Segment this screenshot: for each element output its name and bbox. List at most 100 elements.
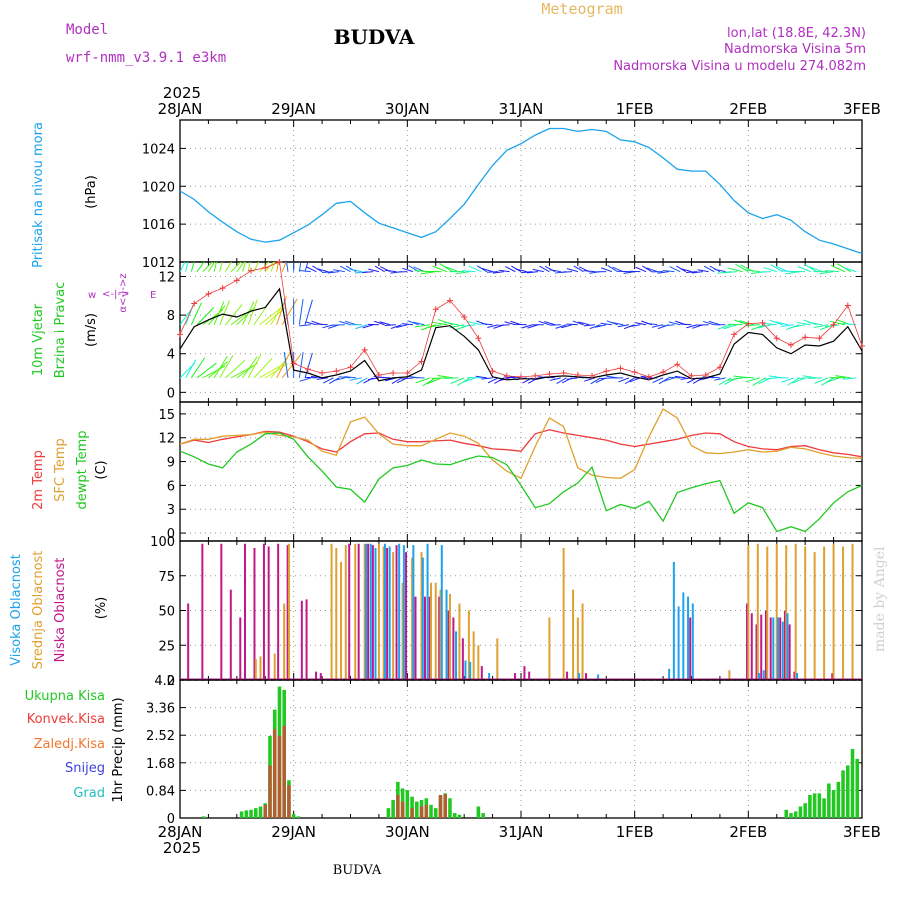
altitude-label: Nadmorska Visina 5m (724, 42, 866, 57)
day-label-bottom: 31JAN (499, 823, 544, 841)
day-label-top: 31JAN (499, 100, 544, 118)
precip-ytick-label: 3.36 (146, 702, 175, 717)
precip-total-bar (448, 798, 452, 818)
precip-conv-bar (263, 805, 267, 818)
wind-arrow (601, 323, 612, 325)
wind-arrow (385, 325, 396, 326)
temp-ytick-label: 9 (167, 456, 175, 471)
pressure-ytick-label: 1024 (142, 142, 175, 157)
credit-label: made by Angel (872, 546, 888, 652)
precip-legend-total: Ukupna Kisa (25, 689, 105, 704)
precip-total-bar (453, 813, 457, 818)
cloud-ytick-label: 75 (158, 570, 175, 585)
wind-compass-e: E (150, 290, 156, 301)
wind-arrow (423, 378, 436, 386)
wind-ytick-label: 4 (167, 348, 175, 363)
wind-ytick-label: 0 (167, 386, 175, 401)
temp-ytick-label: 15 (158, 408, 175, 423)
cloud-ytick-label: 50 (158, 605, 175, 620)
wind-gust-marker (191, 301, 197, 307)
precip-ytick-label: 2.52 (146, 729, 175, 744)
precip-total-bar (406, 790, 410, 818)
wind-gust-marker (802, 334, 808, 340)
temp-label-sfc: SFC Temp (53, 438, 68, 502)
wind-arrow (396, 272, 407, 273)
day-label-top: 28JAN (158, 100, 203, 118)
precip-total-bar (202, 816, 206, 818)
wind-arrow (317, 269, 328, 272)
wind-compass-arrow: <-|-> (102, 289, 129, 300)
precip-total-bar (789, 813, 793, 818)
wind-gust-marker (546, 371, 552, 377)
wind-arrow (440, 264, 453, 272)
wind-arrow (299, 271, 311, 272)
wind-arrow (714, 378, 725, 380)
wind-arrow (402, 324, 413, 325)
precip-total-bar (254, 808, 258, 818)
temp-label-dew: dewpt Temp (75, 430, 90, 509)
day-label-bottom: 2FEB (729, 823, 767, 841)
wind-arrow (601, 378, 612, 379)
precip-total-bar (784, 810, 788, 818)
plot-area: 1012101610201024048120369121502550751000… (142, 100, 881, 841)
day-label-top: 30JAN (385, 100, 430, 118)
day-label-bottom: 1FEB (616, 823, 654, 841)
cloud-label-mid: Srednja Oblacnost (31, 551, 46, 670)
precip-conv-bar (443, 794, 447, 818)
wind-arrow (764, 268, 777, 272)
precip-legend-frozen: Zaledj.Kisa (34, 737, 105, 752)
wind-gust-marker (205, 291, 211, 297)
temp-ytick-label: 12 (158, 432, 175, 447)
wind-arrow (709, 321, 720, 324)
cloud-ytick-label: 25 (158, 639, 175, 654)
wind-arrow (284, 246, 288, 272)
model-altitude-label: Nadmorska Visina u modelu 274.082m (613, 59, 866, 74)
day-label-top: 1FEB (616, 100, 654, 118)
wind-gust-marker (177, 331, 183, 337)
wind-arrow (710, 266, 720, 272)
wind-arrow (481, 378, 492, 379)
wind-arrow (601, 268, 612, 272)
wind-arrow (481, 324, 492, 325)
wind-arrows (180, 242, 856, 386)
wind-arrow (345, 321, 356, 325)
cloud-unit: (%) (94, 597, 109, 620)
day-label-bottom: 30JAN (385, 823, 430, 841)
wind-gust-marker (845, 302, 851, 308)
wind-arrow (305, 377, 316, 378)
precip-conv-bar (425, 805, 429, 818)
wind-arrow (499, 270, 510, 271)
temp-ytick-label: 6 (167, 479, 175, 494)
precip-ytick-label: 0.84 (146, 784, 175, 799)
precip-total-bar (458, 815, 462, 818)
wind-gust-marker (617, 365, 623, 371)
precip-total-bar (481, 813, 485, 818)
precip-total-bar (434, 808, 438, 818)
wind-arrow (220, 246, 226, 271)
wind-arrow (680, 324, 691, 325)
wind-arrow (618, 378, 629, 382)
wind-arrow (550, 378, 561, 381)
wind-gust-marker (319, 370, 325, 376)
wind-arrow (745, 378, 759, 382)
temp-ytick-label: 3 (167, 503, 175, 518)
wind-arrow (618, 325, 629, 327)
wind-arrow (831, 265, 845, 271)
wind-gust-marker (788, 342, 794, 348)
wind-arrow (214, 247, 220, 271)
wind-gust-marker (305, 366, 311, 372)
precip-total-bar (297, 816, 301, 818)
precip-total-bar (822, 798, 826, 818)
day-label-bottom: 3FEB (843, 823, 881, 841)
wind-arrow (444, 378, 459, 379)
precip-total-bar (855, 759, 859, 818)
wind-arrow (567, 269, 578, 272)
precip-total-bar (387, 808, 391, 818)
precip-conv-bar (268, 765, 272, 818)
location-title: BUDVA (334, 25, 415, 49)
precip-legend-conv: Konvek.Kisa (27, 712, 105, 727)
wind-gust-marker (333, 368, 339, 374)
wind-arrow (805, 264, 817, 271)
wind-arrow (402, 378, 413, 379)
precip-conv-bar (273, 729, 277, 818)
